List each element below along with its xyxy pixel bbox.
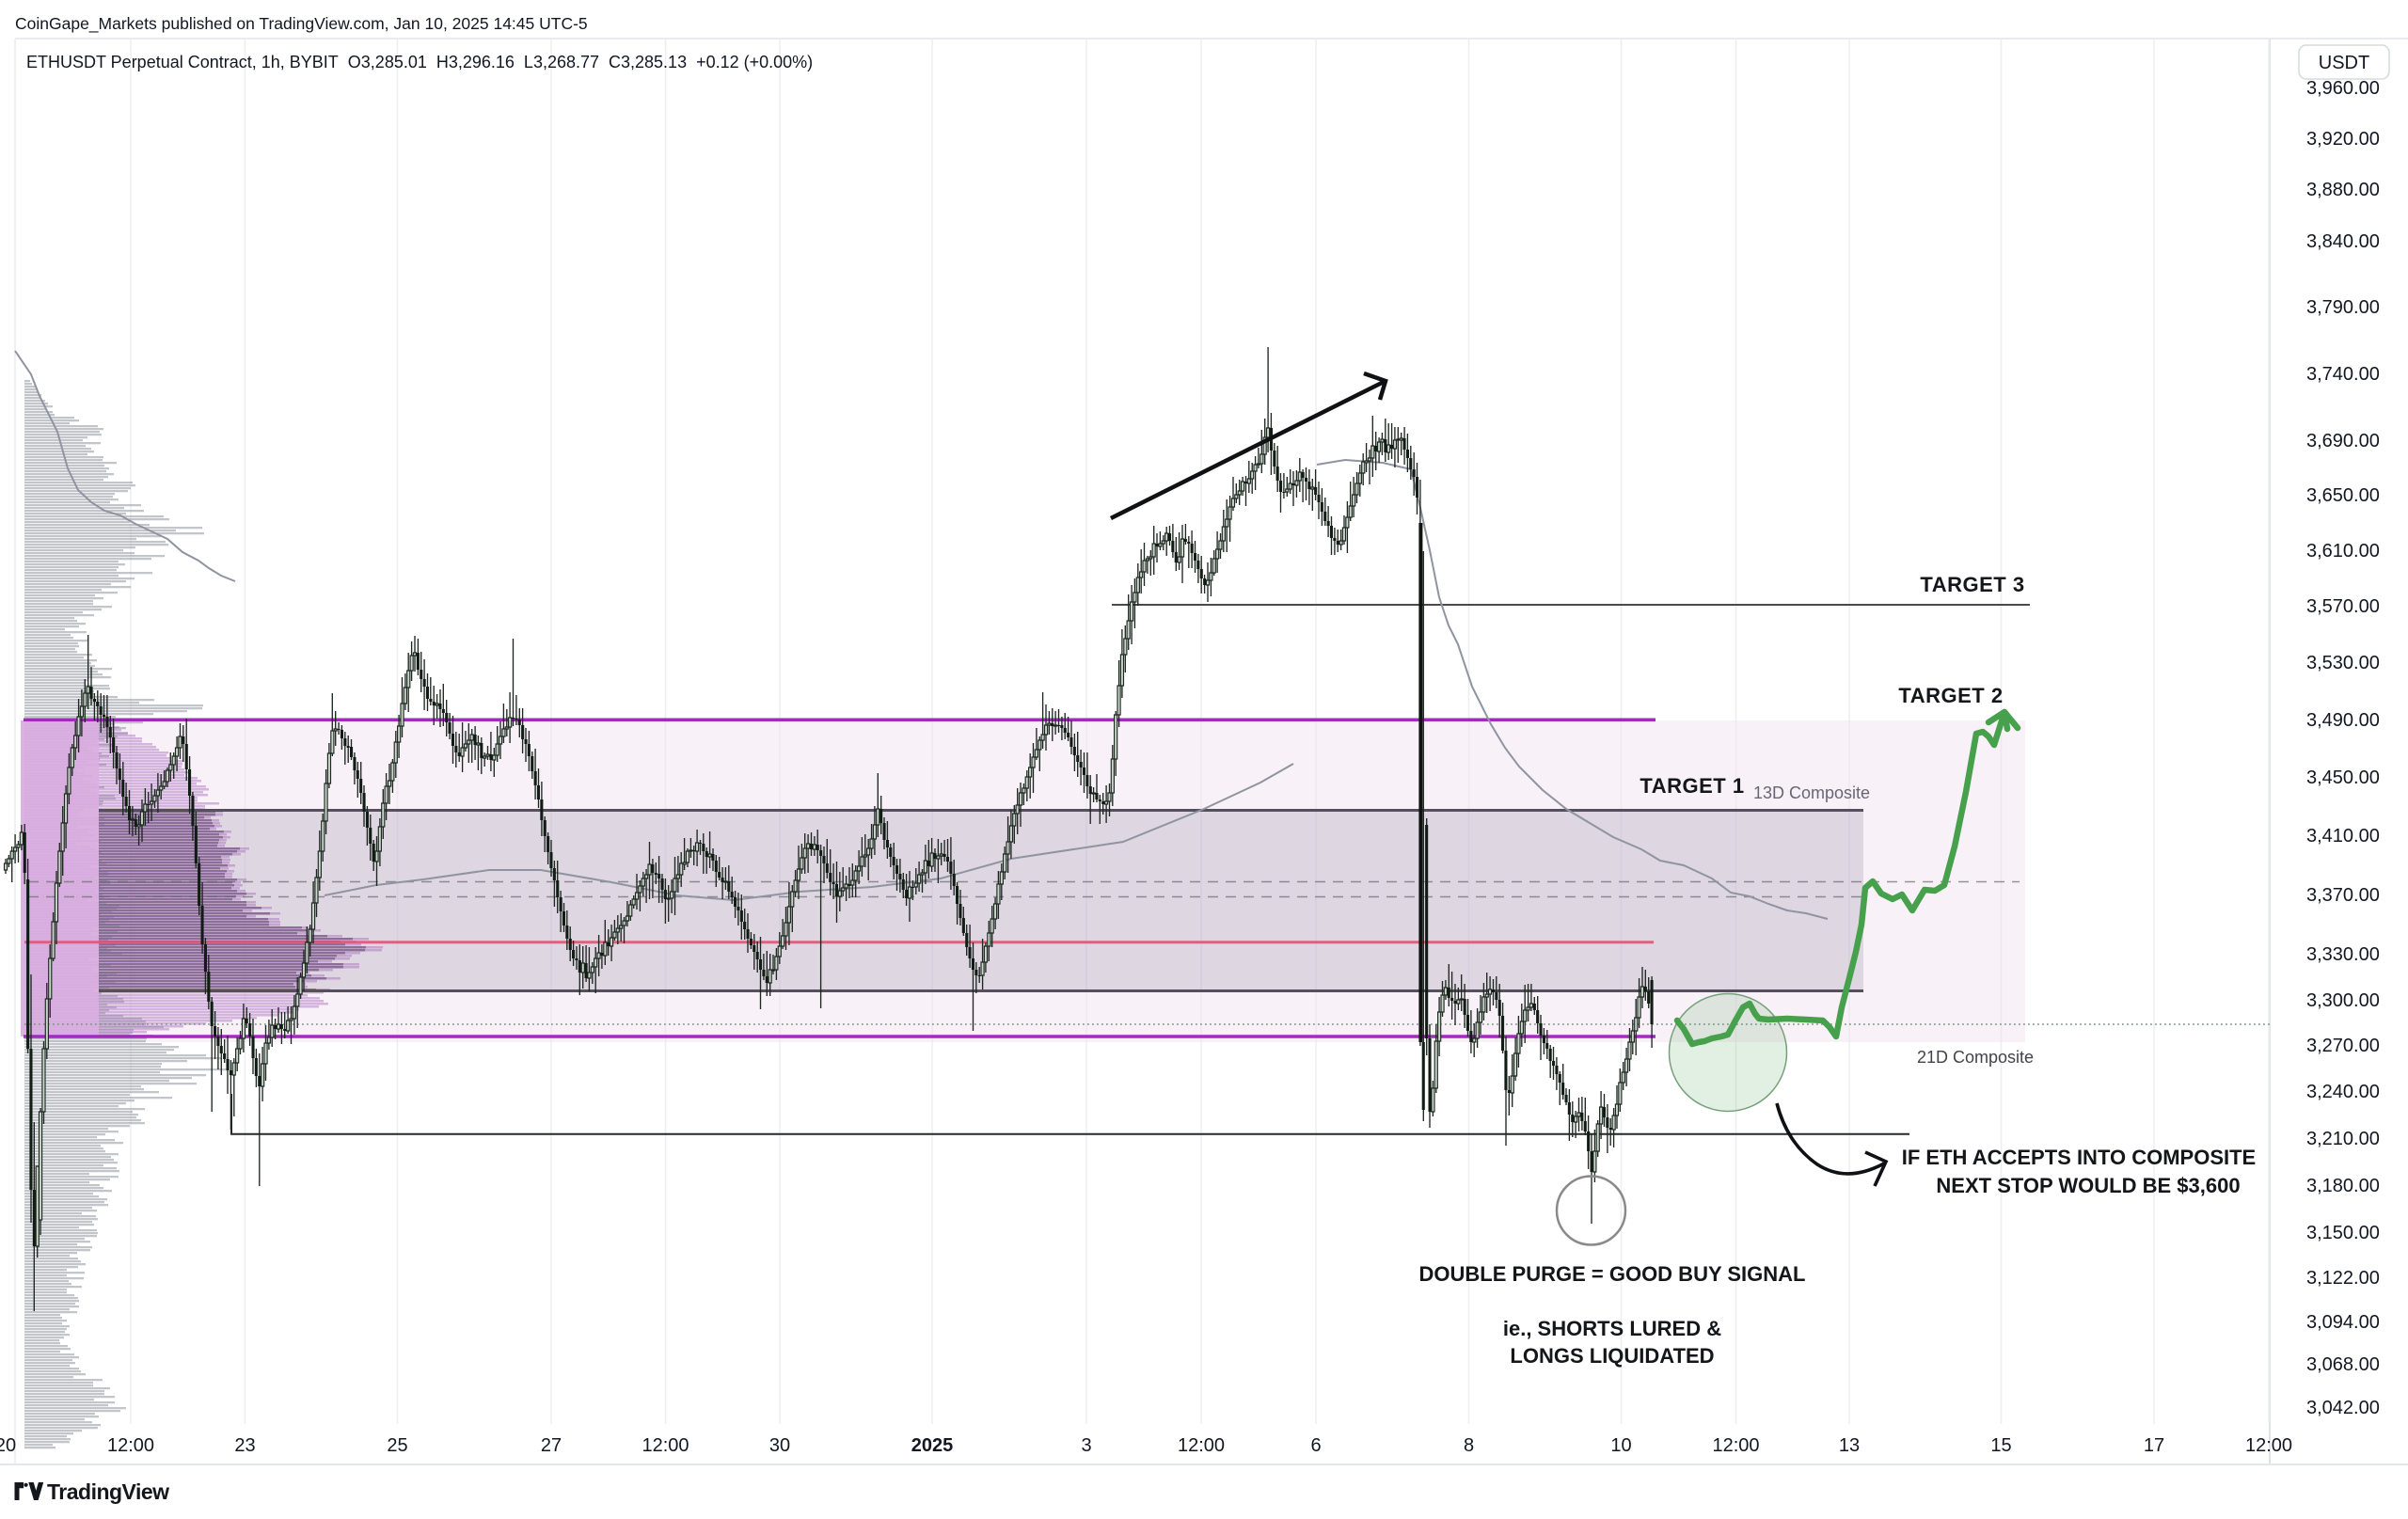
svg-text:13D Composite: 13D Composite <box>1753 783 1870 802</box>
svg-text:IF ETH ACCEPTS INTO COMPOSITE: IF ETH ACCEPTS INTO COMPOSITE <box>1902 1146 2256 1169</box>
svg-text:12:00: 12:00 <box>1712 1435 1759 1456</box>
svg-text:3,450.00: 3,450.00 <box>2306 767 2380 788</box>
svg-text:3,042.00: 3,042.00 <box>2306 1398 2380 1418</box>
svg-text:12:00: 12:00 <box>642 1435 689 1456</box>
svg-text:3,122.00: 3,122.00 <box>2306 1268 2380 1289</box>
svg-text:3,330.00: 3,330.00 <box>2306 944 2380 965</box>
svg-text:30: 30 <box>769 1435 790 1456</box>
svg-text:3,270.00: 3,270.00 <box>2306 1036 2380 1056</box>
svg-text:3,094.00: 3,094.00 <box>2306 1312 2380 1333</box>
svg-text:TradingView: TradingView <box>47 1479 169 1504</box>
svg-text:3,840.00: 3,840.00 <box>2306 231 2380 252</box>
svg-text:3,570.00: 3,570.00 <box>2306 596 2380 617</box>
svg-text:3,960.00: 3,960.00 <box>2306 78 2380 99</box>
svg-text:TARGET 1: TARGET 1 <box>1640 774 1744 798</box>
svg-text:3,410.00: 3,410.00 <box>2306 826 2380 847</box>
svg-text:TARGET 2: TARGET 2 <box>1898 684 2003 707</box>
svg-text:3,150.00: 3,150.00 <box>2306 1223 2380 1243</box>
svg-text:3,610.00: 3,610.00 <box>2306 541 2380 562</box>
svg-text:3,240.00: 3,240.00 <box>2306 1082 2380 1102</box>
svg-text:3,180.00: 3,180.00 <box>2306 1176 2380 1196</box>
svg-text:3,740.00: 3,740.00 <box>2306 364 2380 385</box>
svg-text:NEXT STOP WOULD BE $3,600: NEXT STOP WOULD BE $3,600 <box>1936 1174 2240 1197</box>
svg-text:TARGET 3: TARGET 3 <box>1920 573 2024 596</box>
svg-text:3,210.00: 3,210.00 <box>2306 1129 2380 1149</box>
svg-text:3,880.00: 3,880.00 <box>2306 180 2380 200</box>
svg-text:13: 13 <box>1839 1435 1860 1456</box>
svg-text:3,920.00: 3,920.00 <box>2306 129 2380 150</box>
svg-text:3,490.00: 3,490.00 <box>2306 710 2380 731</box>
svg-text:12:00: 12:00 <box>2245 1435 2292 1456</box>
svg-text:8: 8 <box>1464 1435 1474 1456</box>
svg-text:3,370.00: 3,370.00 <box>2306 885 2380 906</box>
svg-text:2025: 2025 <box>911 1435 954 1456</box>
svg-text:17: 17 <box>2144 1435 2164 1456</box>
svg-text:27: 27 <box>541 1435 562 1456</box>
svg-text:3,690.00: 3,690.00 <box>2306 431 2380 451</box>
svg-text:USDT: USDT <box>2319 53 2369 73</box>
svg-text:LONGS LIQUIDATED: LONGS LIQUIDATED <box>1510 1344 1714 1368</box>
svg-text:12:00: 12:00 <box>107 1435 154 1456</box>
svg-text:21D Composite: 21D Composite <box>1917 1048 2034 1067</box>
svg-text:3,790.00: 3,790.00 <box>2306 297 2380 318</box>
svg-text:10: 10 <box>1610 1435 1631 1456</box>
svg-text:ETHUSDT Perpetual Contract, 1h: ETHUSDT Perpetual Contract, 1h, BYBIT O3… <box>26 53 813 71</box>
svg-text:3,068.00: 3,068.00 <box>2306 1354 2380 1375</box>
svg-text:3: 3 <box>1081 1435 1091 1456</box>
svg-text:20: 20 <box>0 1435 16 1456</box>
svg-text:23: 23 <box>234 1435 255 1456</box>
svg-text:ie., SHORTS LURED &: ie., SHORTS LURED & <box>1503 1317 1721 1340</box>
svg-text:12:00: 12:00 <box>1178 1435 1225 1456</box>
svg-text:3,530.00: 3,530.00 <box>2306 653 2380 673</box>
svg-text:25: 25 <box>387 1435 407 1456</box>
svg-text:DOUBLE PURGE = GOOD BUY SIGNAL: DOUBLE PURGE = GOOD BUY SIGNAL <box>1419 1262 1806 1286</box>
svg-text:3,300.00: 3,300.00 <box>2306 990 2380 1011</box>
svg-text:CoinGape_Markets published on: CoinGape_Markets published on TradingVie… <box>15 14 588 34</box>
svg-text:6: 6 <box>1310 1435 1321 1456</box>
svg-text:15: 15 <box>1990 1435 2011 1456</box>
svg-text:3,650.00: 3,650.00 <box>2306 485 2380 506</box>
